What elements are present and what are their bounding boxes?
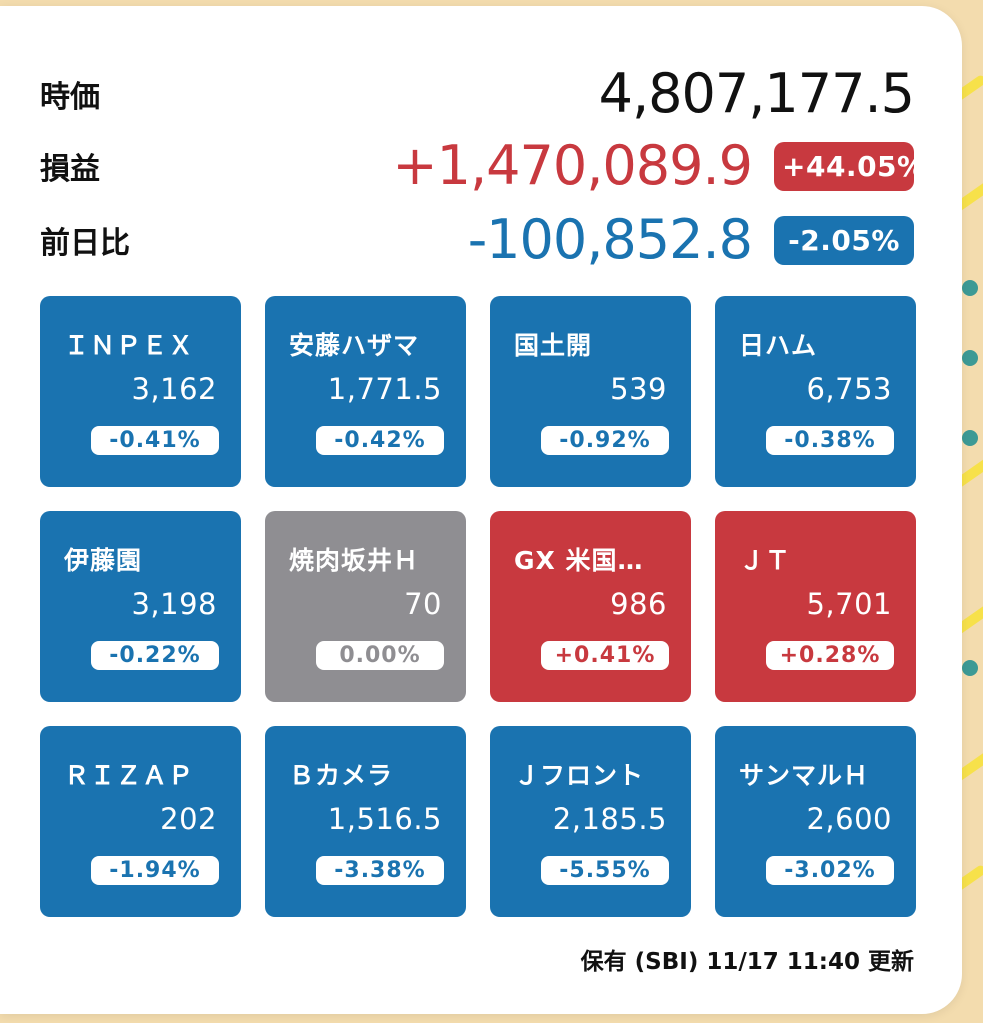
holding-price: 2,600 (806, 802, 892, 836)
market-value: 4,807,177.5 (598, 62, 915, 125)
holding-tile[interactable]: ＪＴ 5,701 +0.28% (715, 511, 916, 702)
day-change-percent-badge: -2.05% (774, 215, 914, 265)
holding-price: 6,753 (806, 372, 892, 406)
holding-price: 5,701 (806, 587, 892, 621)
holding-tile[interactable]: ＩＮＰＥＸ 3,162 -0.41% (40, 296, 241, 487)
holding-change-badge: -0.22% (91, 641, 219, 670)
day-change-value: -100,852.8 (467, 208, 753, 271)
holding-price: 2,185.5 (552, 802, 667, 836)
holding-name: GX 米国優… (514, 546, 667, 575)
holding-name: 焼肉坂井Ｈ (289, 546, 420, 575)
holding-name: 伊藤園 (64, 546, 143, 575)
holding-price: 202 (160, 802, 217, 836)
holding-change-badge: +0.41% (541, 641, 669, 670)
holding-change-badge: -0.92% (541, 426, 669, 455)
profit-loss-value: +1,470,089.9 (392, 134, 753, 197)
holding-price: 3,198 (131, 587, 217, 621)
holding-change-badge: -0.42% (316, 426, 444, 455)
holdings-grid: ＩＮＰＥＸ 3,162 -0.41% 安藤ハザマ 1,771.5 -0.42% … (40, 296, 916, 917)
market-value-label: 時価 (40, 80, 100, 115)
holding-price: 3,162 (131, 372, 217, 406)
market-value-row: 時価 4,807,177.5 (40, 62, 915, 125)
holding-tile[interactable]: Ｂカメラ 1,516.5 -3.38% (265, 726, 466, 917)
holding-name: ＩＮＰＥＸ (64, 331, 195, 360)
holding-name: サンマルＨ (739, 761, 870, 790)
holding-tile[interactable]: Ｊフロント 2,185.5 -5.55% (490, 726, 691, 917)
holding-change-badge: -5.55% (541, 856, 669, 885)
profit-loss-label: 損益 (40, 152, 100, 187)
holding-name: ＲＩＺＡＰ (64, 761, 195, 790)
update-status: 保有 (SBI) 11/17 11:40 更新 (580, 949, 914, 975)
holding-tile[interactable]: 日ハム 6,753 -0.38% (715, 296, 916, 487)
holding-price: 70 (404, 587, 442, 621)
holding-price: 539 (610, 372, 667, 406)
holding-change-badge: -3.38% (316, 856, 444, 885)
holding-change-badge: -0.41% (91, 426, 219, 455)
holding-tile[interactable]: ＲＩＺＡＰ 202 -1.94% (40, 726, 241, 917)
holding-tile[interactable]: 伊藤園 3,198 -0.22% (40, 511, 241, 702)
holding-change-badge: 0.00% (316, 641, 444, 670)
holding-tile[interactable]: GX 米国優… 986 +0.41% (490, 511, 691, 702)
holding-tile[interactable]: サンマルＨ 2,600 -3.02% (715, 726, 916, 917)
day-change-row: 前日比 -100,852.8 -2.05% (40, 210, 914, 270)
holding-name: Ｊフロント (514, 761, 645, 790)
profit-loss-percent-badge: +44.05% (774, 141, 925, 191)
holding-name: Ｂカメラ (289, 761, 394, 790)
holding-price: 986 (610, 587, 667, 621)
day-change-label: 前日比 (40, 226, 130, 261)
holding-change-badge: -3.02% (766, 856, 894, 885)
holding-change-badge: -1.94% (91, 856, 219, 885)
holding-tile[interactable]: 焼肉坂井Ｈ 70 0.00% (265, 511, 466, 702)
portfolio-widget[interactable]: 時価 4,807,177.5 損益 +1,470,089.9 +44.05% 前… (0, 6, 962, 1014)
profit-loss-row: 損益 +1,470,089.9 +44.05% (40, 134, 925, 197)
holding-name: 日ハム (739, 331, 818, 360)
holding-change-badge: +0.28% (766, 641, 894, 670)
holding-name: 国土開 (514, 331, 593, 360)
holding-name: 安藤ハザマ (289, 331, 420, 360)
holding-tile[interactable]: 国土開 539 -0.92% (490, 296, 691, 487)
holding-name: ＪＴ (739, 546, 792, 575)
holding-change-badge: -0.38% (766, 426, 894, 455)
holding-tile[interactable]: 安藤ハザマ 1,771.5 -0.42% (265, 296, 466, 487)
holding-price: 1,516.5 (327, 802, 442, 836)
holding-price: 1,771.5 (327, 372, 442, 406)
